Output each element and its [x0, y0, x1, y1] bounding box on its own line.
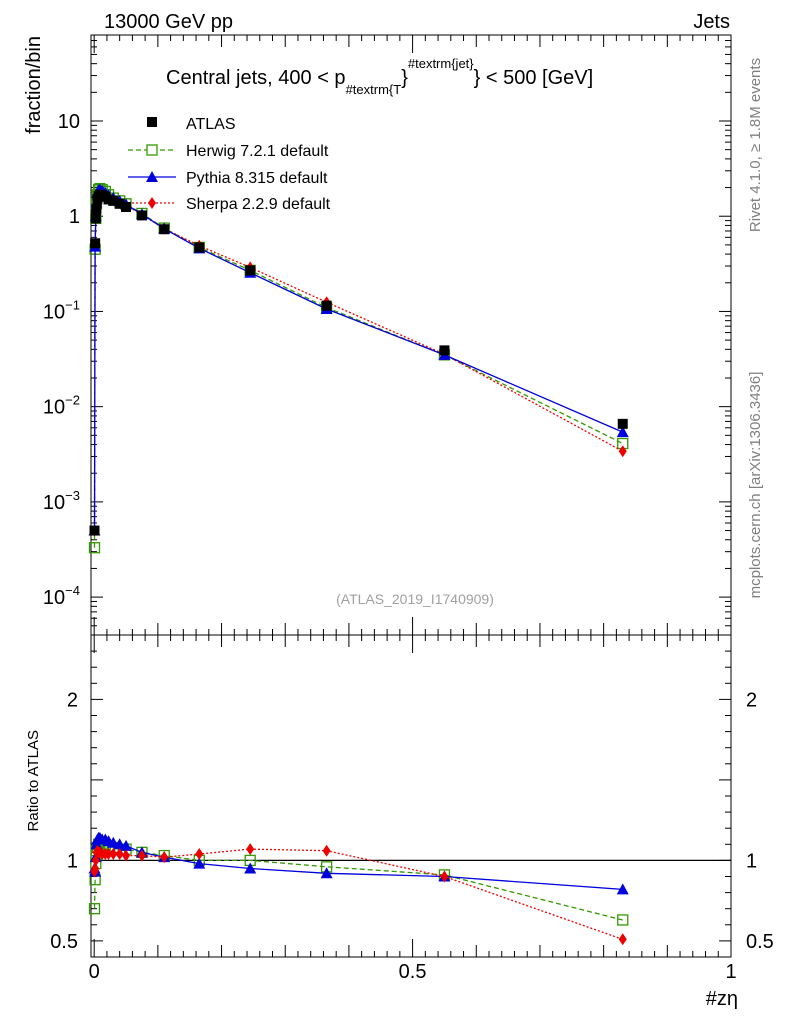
ratio-point-sherpa	[91, 862, 100, 875]
main-point-atlas	[136, 210, 147, 221]
main-y-tick-exp: −4	[65, 583, 80, 598]
main-point-atlas	[194, 242, 205, 253]
main-series-line-pythia	[93, 189, 623, 531]
ratio-x-tick-label: 0	[89, 961, 100, 983]
ratio-x-tick-label: 0.5	[399, 961, 427, 983]
main-point-atlas	[108, 195, 119, 206]
main-title-sup: #textrm{jet}	[408, 56, 474, 71]
main-point-atlas	[321, 300, 332, 311]
ratio-y-tick-label: 2	[67, 689, 78, 711]
analysis-watermark: (ATLAS_2019_I1740909)	[336, 591, 494, 607]
header-energy-label: 13000 GeV pp	[104, 11, 233, 33]
main-point-atlas	[159, 224, 170, 235]
main-y-tick-label: 10−4	[43, 583, 80, 609]
ratio-point-sherpa	[618, 933, 627, 946]
ratio-point-sherpa	[104, 847, 113, 860]
ratio-point-sherpa	[322, 844, 331, 857]
main-title-sub: #textrm{T	[346, 82, 402, 97]
side-rivet-label: Rivet 4.1.0, ≥ 1.8M events	[747, 58, 764, 232]
ratio-point-pythia	[320, 867, 333, 879]
header-jets-label: Jets	[693, 11, 730, 33]
main-y-tick-base: 10	[58, 111, 80, 133]
main-y-tick-base: 10	[43, 301, 65, 323]
ratio-y-tick-label-right: 0.5	[746, 931, 774, 953]
ratio-y-tick-label-right: 2	[746, 689, 757, 711]
ratio-point-sherpa	[109, 847, 118, 860]
main-y-tick-label: 10−2	[43, 393, 80, 419]
legend-atlas-label: ATLAS	[186, 116, 236, 133]
ratio-xlabel: #zη	[706, 988, 738, 1010]
main-point-atlas	[617, 418, 628, 429]
ratio-point-sherpa	[195, 847, 204, 860]
side-mcplots-label: mcplots.cern.ch [arXiv:1306.3436]	[747, 372, 764, 599]
ratio-point-sherpa	[160, 851, 169, 864]
main-y-tick-label: 1	[69, 206, 80, 228]
ratio-x-tick-label: 1	[725, 961, 736, 983]
main-y-tick-label: 10−3	[43, 488, 80, 514]
legend-herwig-marker	[146, 144, 158, 156]
legend-sherpa-label: Sherpa 2.2.9 default	[186, 196, 331, 213]
ratio-point-sherpa	[115, 847, 124, 860]
main-ylabel: fraction/bin	[23, 36, 45, 134]
main-series-line-herwig	[93, 187, 623, 548]
main-y-tick-exp: −2	[65, 393, 80, 408]
main-point-atlas	[121, 201, 132, 212]
main-series-line-sherpa	[93, 191, 624, 531]
main-y-tick-exp: −1	[65, 297, 80, 312]
legend-sherpa-marker	[148, 197, 156, 209]
main-title-brace: }	[401, 67, 408, 89]
main-y-tick-base: 10	[43, 397, 65, 419]
ratio-series-line-pythia	[93, 837, 623, 891]
ratio-point-herwig	[617, 914, 629, 926]
ratio-series-line-herwig	[93, 843, 623, 921]
main-y-tick-base: 1	[69, 206, 80, 228]
ratio-point-pythia	[193, 857, 206, 869]
ratio-point-sherpa	[440, 870, 449, 883]
ratio-point-sherpa	[91, 854, 100, 867]
legend-pythia-marker	[146, 171, 158, 182]
ratio-point-pythia	[244, 862, 257, 874]
legend: ATLAS Herwig 7.2.1 default Pythia 8.315 …	[128, 116, 331, 213]
main-y-tick-label: 10−1	[43, 297, 80, 323]
main-point-atlas	[245, 265, 256, 276]
main-point-atlas	[89, 525, 100, 536]
main-y-tick-base: 10	[43, 587, 65, 609]
ratio-point-sherpa	[246, 843, 255, 856]
main-point-atlas	[90, 213, 101, 224]
main-y-tick-base: 10	[43, 492, 65, 514]
ratio-y-tick-label: 0.5	[50, 931, 78, 953]
ratio-point-herwig	[88, 903, 101, 915]
ratio-panel-frame	[90, 634, 732, 958]
ratio-ylabel: Ratio to ATLAS	[25, 730, 42, 831]
ratio-y-tick-label-right: 1	[746, 850, 757, 872]
main-point-pythia	[616, 426, 629, 438]
main-title: Central jets, 400 < p#textrm{T}#textrm{j…	[166, 56, 593, 97]
legend-atlas-marker	[147, 117, 157, 127]
main-point-sherpa	[618, 445, 627, 458]
main-y-tick-label: 10	[58, 111, 80, 133]
main-title-suffix: } < 500 [GeV]	[474, 67, 594, 89]
ratio-point-pythia	[120, 839, 133, 851]
main-point-atlas	[439, 345, 450, 356]
main-point-atlas	[114, 198, 125, 209]
ratio-series-line-sherpa	[93, 848, 623, 940]
ratio-point-sherpa	[122, 849, 131, 862]
legend-pythia-label: Pythia 8.315 default	[186, 170, 328, 187]
main-point-atlas	[91, 203, 102, 214]
ratio-point-sherpa	[137, 849, 146, 862]
main-point-herwig	[88, 542, 101, 554]
ratio-y-tick-label: 1	[67, 850, 78, 872]
legend-herwig-label: Herwig 7.2.1 default	[186, 143, 329, 160]
main-y-tick-exp: −3	[65, 488, 80, 503]
main-title-prefix: Central jets, 400 < p	[166, 67, 346, 89]
ratio-point-pythia	[616, 883, 629, 895]
main-point-atlas	[90, 238, 101, 249]
